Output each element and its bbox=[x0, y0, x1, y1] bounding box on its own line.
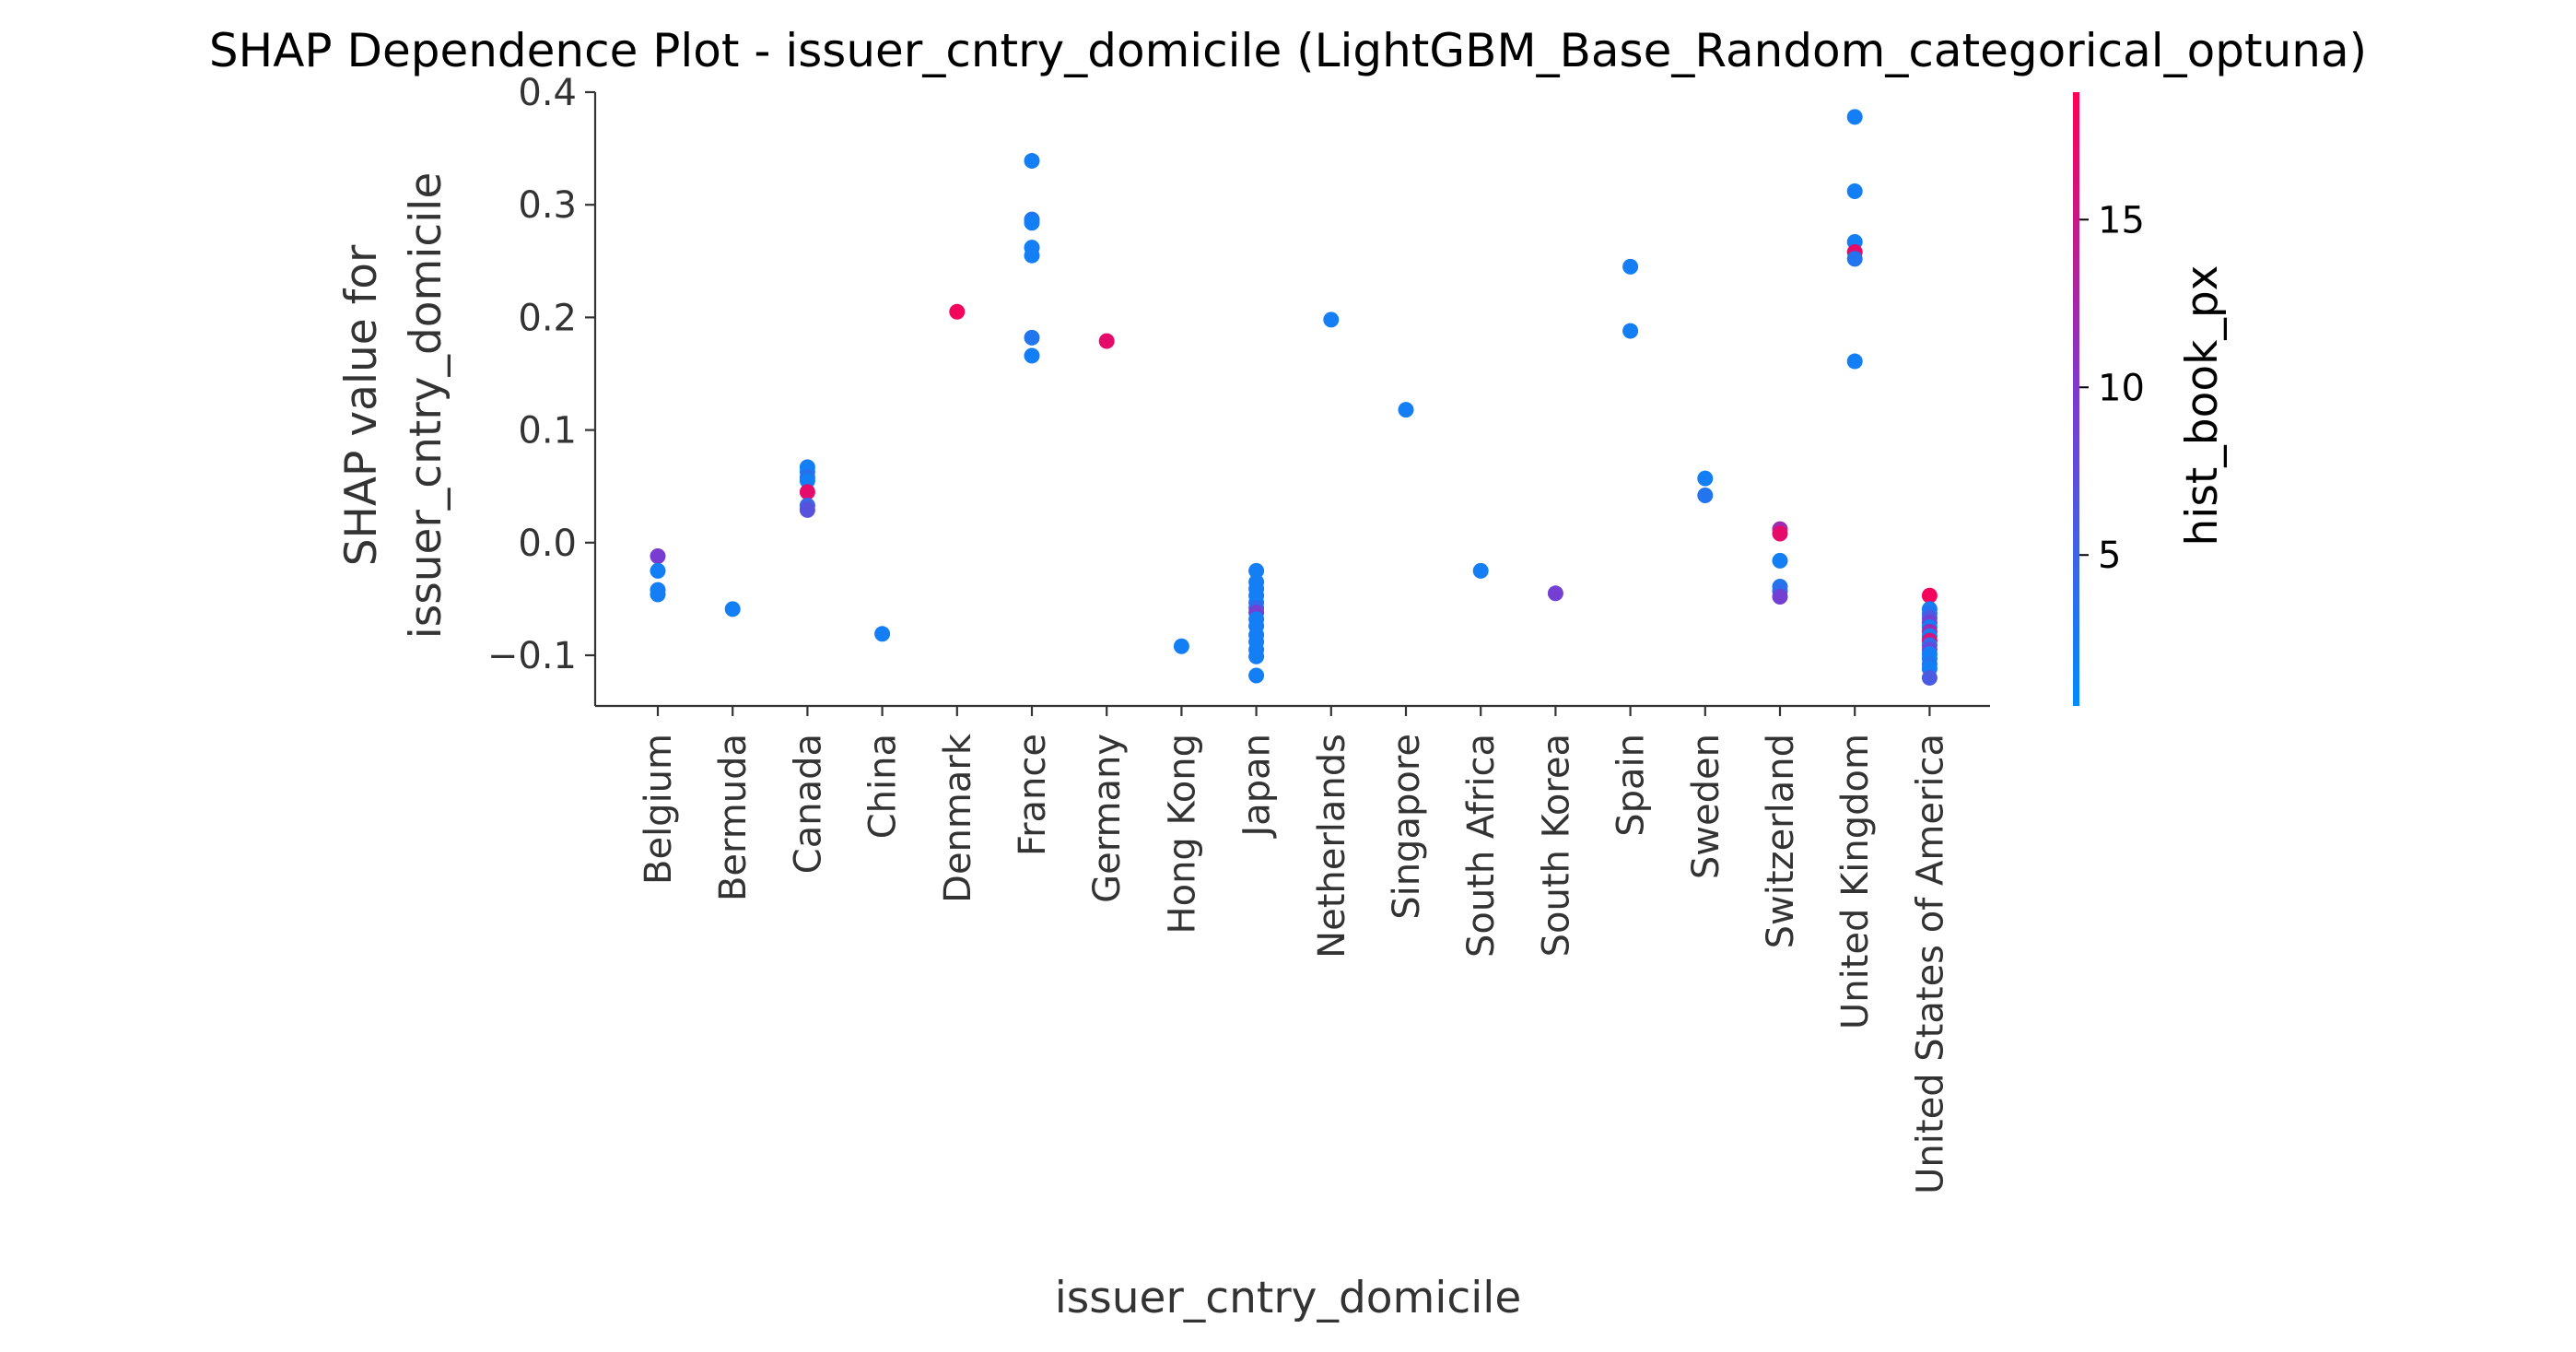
scatter-points bbox=[650, 109, 1938, 686]
y-tick-label: 0.2 bbox=[518, 297, 577, 339]
scatter-point bbox=[1248, 648, 1265, 664]
scatter-point bbox=[1846, 353, 1863, 370]
x-tick-label: South Africa bbox=[1460, 734, 1503, 958]
scatter-point bbox=[1772, 588, 1788, 605]
scatter-point bbox=[799, 484, 815, 500]
scatter-point bbox=[1098, 333, 1115, 349]
scatter-point bbox=[1921, 587, 1938, 604]
scatter-point bbox=[1323, 312, 1340, 328]
x-axis: Belgium Bermuda Canada China Denmark France Ge… bbox=[595, 704, 1990, 1194]
scatter-point bbox=[1697, 470, 1714, 487]
x-tick-label: Japan bbox=[1236, 734, 1279, 840]
x-tick-label: Canada bbox=[787, 734, 829, 874]
colorbar-label: hist_book_px bbox=[2177, 265, 2228, 547]
scatter-point bbox=[1024, 153, 1040, 170]
x-tick-label: Spain bbox=[1610, 734, 1653, 837]
x-axis-label: issuer_cntry_domicile bbox=[1055, 1273, 1522, 1323]
x-tick-label: Germany bbox=[1086, 734, 1129, 903]
x-tick-label: France bbox=[1012, 734, 1054, 856]
x-tick-label: China bbox=[862, 734, 905, 839]
y-axis-label-line-1: SHAP value for bbox=[336, 244, 387, 566]
x-tick-label: South Korea bbox=[1535, 734, 1577, 957]
x-tick-label: Netherlands bbox=[1311, 734, 1353, 958]
x-tick-label: Sweden bbox=[1685, 734, 1727, 879]
scatter-point bbox=[650, 586, 666, 603]
scatter-point bbox=[1024, 247, 1040, 264]
scatter-point bbox=[1697, 487, 1714, 503]
scatter-point bbox=[1024, 329, 1040, 346]
x-tick-label: Belgium bbox=[638, 734, 680, 885]
x-tick-label: United States of America bbox=[1909, 734, 1951, 1194]
x-tick-label: Switzerland bbox=[1760, 734, 1802, 948]
y-axis-label: SHAP value for issuer_cntry_domicile bbox=[336, 172, 451, 640]
y-tick-label: −0.1 bbox=[487, 635, 577, 677]
scatter-point bbox=[1547, 585, 1563, 602]
chart-title: SHAP Dependence Plot - issuer_cntry_domi… bbox=[209, 24, 2367, 77]
scatter-point bbox=[1622, 258, 1639, 275]
x-tick-label: United Kingdom bbox=[1834, 734, 1877, 1029]
scatter-point bbox=[650, 547, 666, 564]
scatter-point bbox=[1772, 552, 1788, 569]
colorbar-gradient bbox=[2073, 92, 2079, 706]
scatter-point bbox=[1173, 638, 1189, 654]
colorbar-tick-label: 15 bbox=[2098, 199, 2145, 241]
y-tick-label: 0.1 bbox=[518, 410, 577, 453]
y-axis-label-line-2: issuer_cntry_domicile bbox=[401, 172, 451, 640]
y-axis: −0.1 0.0 0.1 0.2 0.3 0.4 bbox=[487, 72, 597, 706]
scatter-point bbox=[1024, 215, 1040, 231]
scatter-point bbox=[1398, 402, 1414, 418]
scatter-point bbox=[1846, 109, 1863, 125]
y-tick-label: 0.3 bbox=[518, 184, 577, 227]
scatter-point bbox=[1921, 669, 1938, 686]
x-tick-label: Bermuda bbox=[712, 734, 755, 901]
scatter-point bbox=[1248, 667, 1265, 684]
colorbar-ticks: 5 10 15 bbox=[2079, 199, 2145, 577]
x-tick-label: Hong Kong bbox=[1161, 734, 1203, 934]
scatter-point bbox=[1248, 562, 1265, 579]
colorbar-tick-label: 5 bbox=[2098, 535, 2121, 577]
scatter-point bbox=[874, 626, 891, 642]
scatter-point bbox=[799, 501, 815, 518]
y-tick-label: 0.0 bbox=[518, 523, 577, 565]
scatter-point bbox=[1846, 251, 1863, 267]
y-tick-label: 0.4 bbox=[518, 72, 577, 114]
scatter-point bbox=[1622, 323, 1639, 339]
scatter-point bbox=[1846, 183, 1863, 200]
scatter-point bbox=[1472, 562, 1489, 579]
scatter-point bbox=[949, 303, 966, 320]
colorbar-tick-label: 10 bbox=[2098, 367, 2145, 409]
scatter-point bbox=[724, 601, 741, 617]
scatter-point bbox=[1772, 525, 1788, 542]
colorbar: 5 10 15 hist_book_px bbox=[2073, 92, 2228, 706]
scatter-point bbox=[1024, 347, 1040, 364]
scatter-point bbox=[799, 473, 815, 489]
x-tick-label: Denmark bbox=[937, 733, 979, 903]
scatter-point bbox=[650, 562, 666, 579]
x-tick-label: Singapore bbox=[1386, 734, 1428, 920]
